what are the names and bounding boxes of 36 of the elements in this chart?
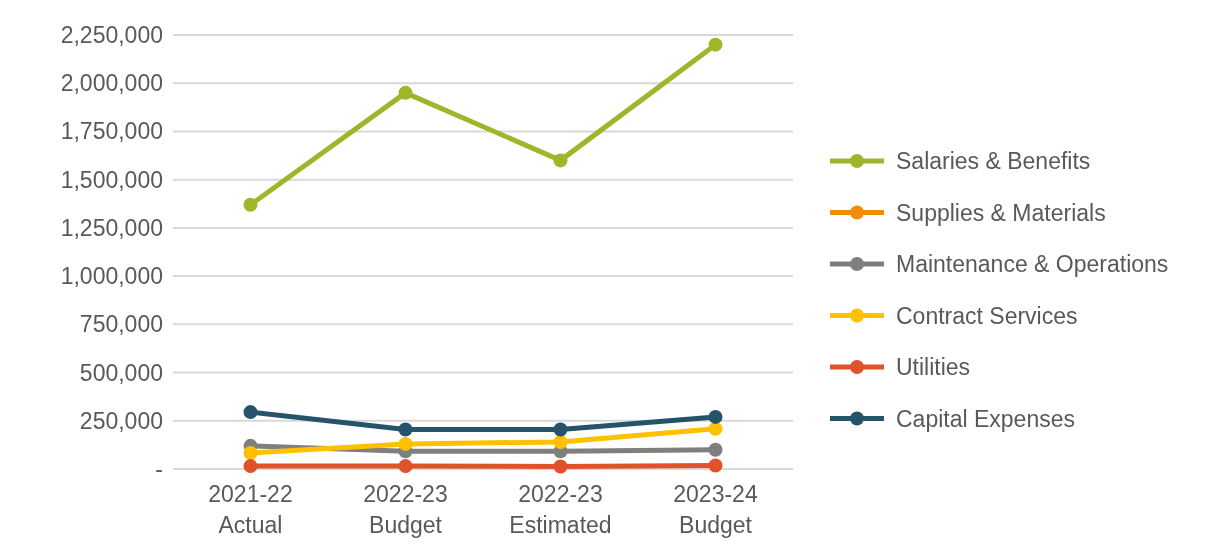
legend-label: Utilities — [896, 354, 971, 381]
legend-label: Contract Services — [896, 302, 1078, 329]
point — [708, 442, 723, 457]
x-tick-label: 2022-23 Estimated — [509, 481, 612, 538]
legend-label: Capital Expenses — [896, 405, 1075, 432]
point — [553, 435, 568, 449]
point — [243, 459, 258, 474]
x-tick-label: 2022-23 Budget — [363, 481, 448, 538]
point — [398, 422, 413, 437]
point — [243, 445, 258, 460]
legend-label: Maintenance & Operations — [896, 251, 1169, 278]
y-tick-label: 750,000 — [79, 311, 163, 338]
y-tick-label: 250,000 — [79, 407, 163, 434]
point — [553, 459, 568, 474]
legend-label: Supplies & Materials — [896, 199, 1106, 226]
point — [243, 405, 258, 420]
point — [708, 458, 723, 473]
x-tick-label: 2021-22 Actual — [208, 481, 293, 538]
point — [398, 459, 413, 474]
y-tick-label: 1,000,000 — [60, 263, 163, 290]
y-tick-label: 500,000 — [79, 359, 163, 386]
point — [553, 153, 568, 168]
y-tick-label: 2,250,000 — [60, 22, 163, 49]
y-tick-label: 1,750,000 — [60, 118, 163, 145]
point — [708, 409, 723, 424]
y-tick-label: 1,250,000 — [60, 214, 163, 241]
y-tick-label: - — [155, 456, 163, 483]
point — [398, 85, 413, 100]
point — [243, 197, 258, 212]
x-tick-label: 2023-24 Budget — [673, 481, 758, 538]
y-tick-label: 2,000,000 — [60, 70, 163, 97]
point — [553, 422, 568, 437]
point — [708, 37, 723, 52]
legend-label: Salaries & Benefits — [896, 148, 1091, 175]
point — [398, 436, 413, 451]
y-tick-label: 1,500,000 — [60, 166, 163, 193]
